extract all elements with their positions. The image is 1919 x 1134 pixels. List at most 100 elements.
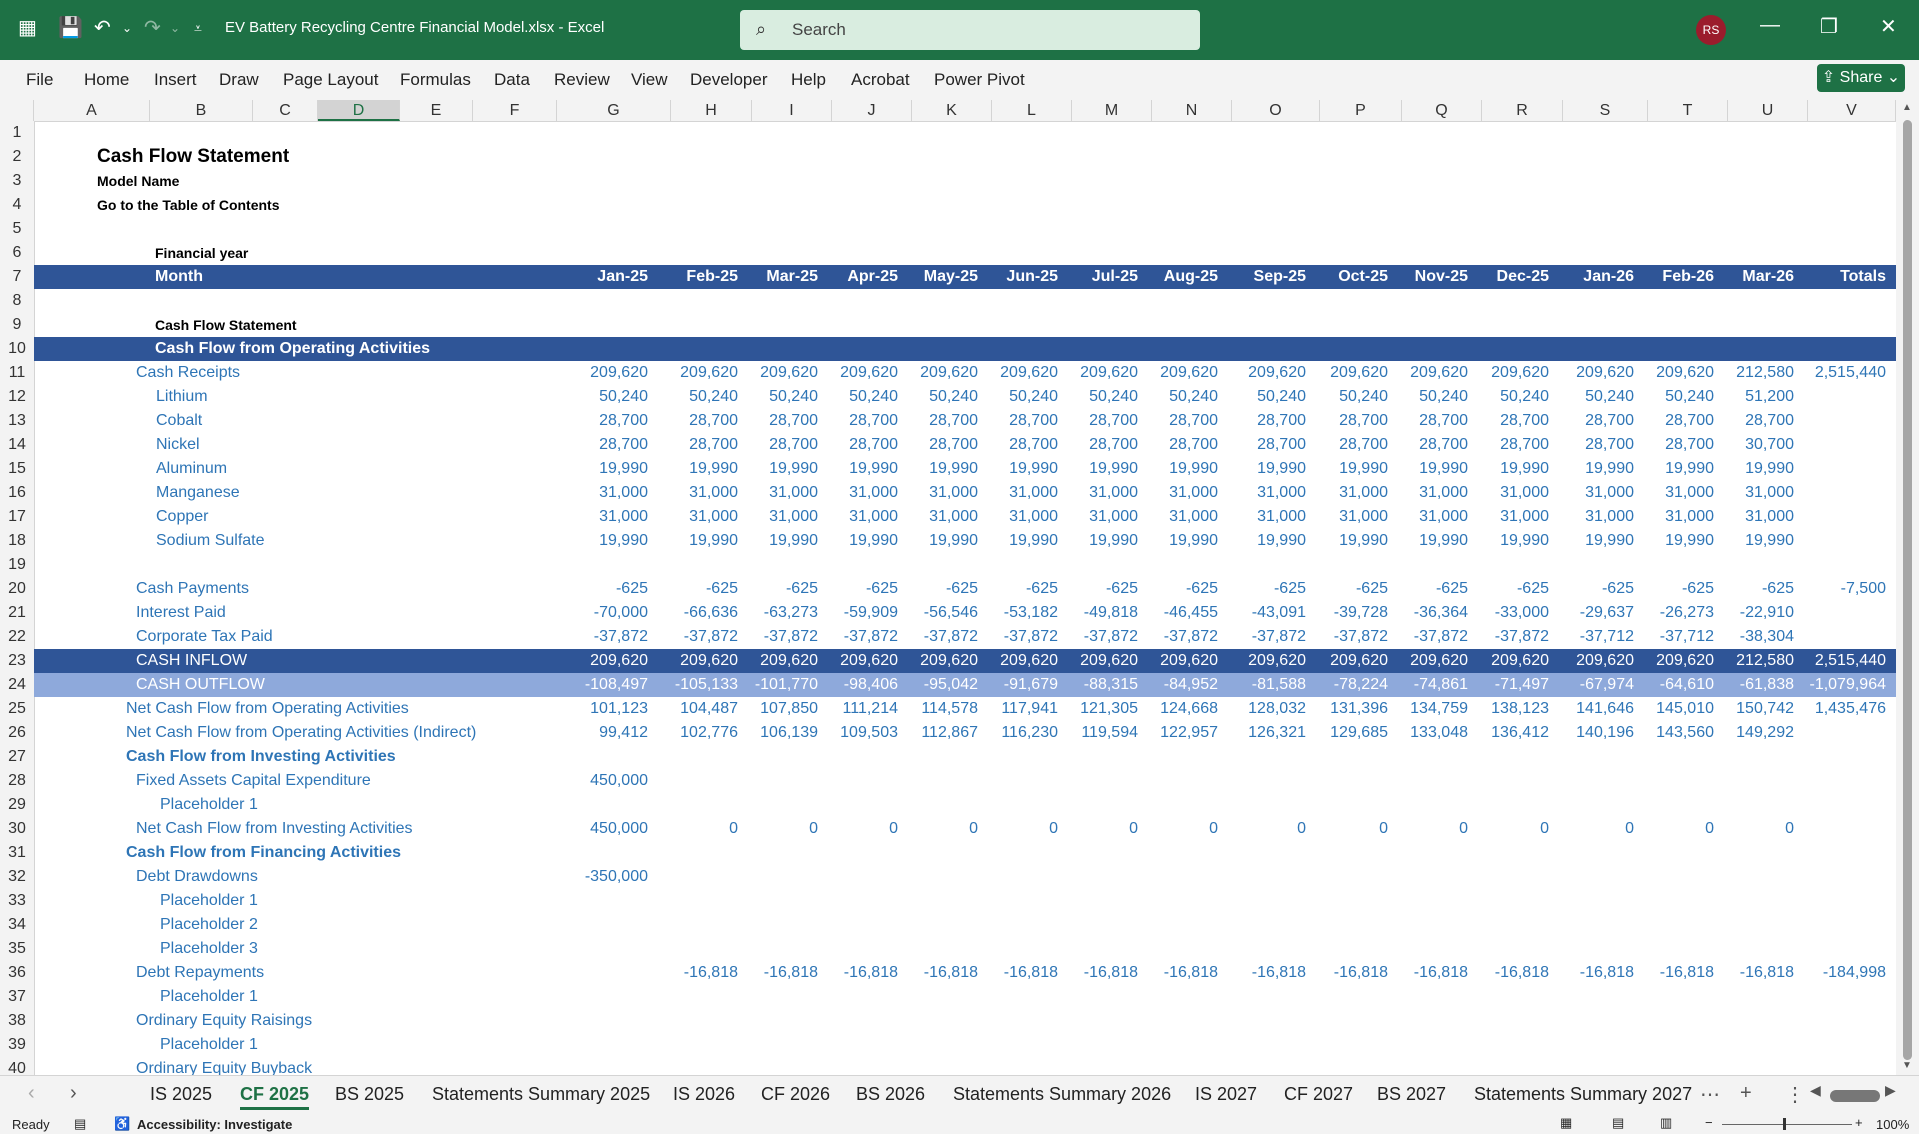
column-header[interactable]: P bbox=[1320, 100, 1402, 121]
value-cell[interactable]: 209,620 bbox=[920, 364, 978, 381]
value-cell[interactable]: 31,000 bbox=[929, 508, 978, 525]
value-cell[interactable] bbox=[648, 553, 738, 577]
row-header[interactable]: 18 bbox=[8, 532, 26, 549]
row-label[interactable]: Placeholder 3 bbox=[160, 940, 258, 957]
value-cell[interactable]: 31,000 bbox=[849, 508, 898, 525]
column-header[interactable]: L bbox=[992, 100, 1072, 121]
value-cell[interactable]: 50,240 bbox=[1665, 388, 1714, 405]
row-header[interactable]: 39 bbox=[8, 1036, 26, 1053]
value-cell[interactable]: -350,000 bbox=[584, 868, 648, 885]
row-header[interactable]: 11 bbox=[8, 364, 26, 381]
value-cell[interactable]: 31,000 bbox=[1009, 508, 1058, 525]
value-cell[interactable] bbox=[888, 553, 978, 577]
row-header[interactable]: 26 bbox=[8, 724, 26, 741]
value-cell[interactable]: -625 bbox=[1681, 580, 1714, 597]
row-label[interactable]: Fixed Assets Capital Expenditure bbox=[136, 772, 371, 789]
value-cell[interactable]: 50,240 bbox=[769, 388, 818, 405]
value-cell[interactable]: 138,123 bbox=[1491, 700, 1549, 717]
row-header[interactable]: 15 bbox=[8, 460, 26, 477]
value-cell[interactable]: -625 bbox=[785, 580, 818, 597]
value-cell[interactable] bbox=[1796, 457, 1886, 481]
column-header[interactable]: G bbox=[557, 100, 671, 121]
value-cell[interactable] bbox=[1544, 769, 1634, 793]
column-header[interactable]: S bbox=[1563, 100, 1648, 121]
value-cell[interactable]: -625 bbox=[865, 580, 898, 597]
value-cell[interactable]: -59,909 bbox=[843, 604, 898, 621]
row-label[interactable]: Interest Paid bbox=[136, 604, 226, 621]
row-label[interactable]: Ordinary Equity Raisings bbox=[136, 1012, 313, 1029]
column-header[interactable]: F bbox=[473, 100, 557, 121]
value-cell[interactable] bbox=[1796, 409, 1886, 433]
row-label[interactable]: Placeholder 1 bbox=[160, 1036, 258, 1053]
value-cell[interactable]: 19,990 bbox=[1169, 460, 1218, 477]
value-cell[interactable]: -16,818 bbox=[1659, 964, 1714, 981]
row-label[interactable]: Nickel bbox=[156, 436, 200, 453]
value-cell[interactable] bbox=[1048, 553, 1138, 577]
value-cell[interactable]: 0 bbox=[969, 820, 978, 837]
value-cell[interactable]: 19,990 bbox=[929, 532, 978, 549]
value-cell[interactable]: 28,700 bbox=[1339, 436, 1388, 453]
value-cell[interactable] bbox=[1459, 865, 1549, 889]
value-cell[interactable]: -91,679 bbox=[1003, 676, 1058, 693]
value-cell[interactable]: 31,000 bbox=[929, 484, 978, 501]
column-header[interactable]: N bbox=[1152, 100, 1232, 121]
value-cell[interactable] bbox=[888, 769, 978, 793]
value-cell[interactable]: 31,000 bbox=[689, 484, 738, 501]
row-header[interactable]: 36 bbox=[8, 964, 26, 981]
minimize-icon[interactable]: — bbox=[1760, 14, 1780, 36]
month-header-cell[interactable]: Mar-25 bbox=[766, 268, 818, 285]
value-cell[interactable]: 28,700 bbox=[1585, 412, 1634, 429]
value-cell[interactable]: 19,990 bbox=[849, 532, 898, 549]
value-cell[interactable]: 31,000 bbox=[1169, 484, 1218, 501]
sheet-tab[interactable]: CF 2027 bbox=[1284, 1084, 1354, 1104]
value-cell[interactable]: 209,620 bbox=[1080, 652, 1138, 669]
value-cell[interactable]: -56,546 bbox=[923, 604, 978, 621]
tab-scroll-right-icon[interactable]: › bbox=[70, 1082, 77, 1104]
value-cell[interactable]: 19,990 bbox=[1339, 460, 1388, 477]
value-cell[interactable]: 109,503 bbox=[840, 724, 898, 741]
value-cell[interactable]: 19,990 bbox=[1745, 532, 1794, 549]
sheet-tab[interactable]: Statements Summary 2027 bbox=[1474, 1084, 1693, 1104]
row-header[interactable]: 20 bbox=[8, 580, 26, 597]
value-cell[interactable]: -625 bbox=[1273, 580, 1306, 597]
value-cell[interactable]: 19,990 bbox=[769, 532, 818, 549]
column-header[interactable]: H bbox=[671, 100, 752, 121]
value-cell[interactable]: 209,620 bbox=[1410, 652, 1468, 669]
value-cell[interactable]: 19,990 bbox=[1089, 460, 1138, 477]
row-header[interactable]: 5 bbox=[12, 220, 22, 237]
value-cell[interactable]: 149,292 bbox=[1736, 724, 1794, 741]
value-cell[interactable]: -37,712 bbox=[1659, 628, 1714, 645]
add-sheet-icon[interactable]: + bbox=[1740, 1082, 1752, 1104]
value-cell[interactable]: 114,578 bbox=[921, 700, 978, 717]
value-cell[interactable]: -63,273 bbox=[763, 604, 818, 621]
value-cell[interactable] bbox=[1796, 385, 1886, 409]
value-cell[interactable]: 141,646 bbox=[1576, 700, 1634, 717]
value-cell[interactable]: 19,990 bbox=[1419, 460, 1468, 477]
value-cell[interactable]: 19,990 bbox=[1665, 532, 1714, 549]
value-cell[interactable]: -37,872 bbox=[1003, 628, 1058, 645]
value-cell[interactable]: 28,700 bbox=[689, 412, 738, 429]
value-cell[interactable]: -625 bbox=[1516, 580, 1549, 597]
value-cell[interactable]: 209,620 bbox=[1576, 364, 1634, 381]
value-cell[interactable]: 128,032 bbox=[1248, 700, 1306, 717]
value-cell[interactable]: 143,560 bbox=[1656, 724, 1714, 741]
value-cell[interactable]: 31,000 bbox=[1745, 484, 1794, 501]
value-cell[interactable]: -88,315 bbox=[1083, 676, 1138, 693]
row-header[interactable]: 21 bbox=[8, 604, 26, 621]
value-cell[interactable] bbox=[728, 553, 818, 577]
value-cell[interactable] bbox=[1216, 553, 1306, 577]
value-cell[interactable]: 31,000 bbox=[1169, 508, 1218, 525]
value-cell[interactable]: 209,620 bbox=[1491, 652, 1549, 669]
close-icon[interactable]: ✕ bbox=[1880, 16, 1897, 38]
value-cell[interactable]: 31,000 bbox=[769, 508, 818, 525]
month-header-cell[interactable]: Jan-26 bbox=[1583, 268, 1634, 285]
value-cell[interactable]: 28,700 bbox=[1009, 436, 1058, 453]
value-cell[interactable] bbox=[1796, 433, 1886, 457]
column-header[interactable]: U bbox=[1728, 100, 1808, 121]
value-cell[interactable]: 28,700 bbox=[1665, 436, 1714, 453]
value-cell[interactable]: 209,620 bbox=[1410, 364, 1468, 381]
value-cell[interactable]: -16,818 bbox=[1739, 964, 1794, 981]
value-cell[interactable]: -16,818 bbox=[1251, 964, 1306, 981]
month-header-cell[interactable]: Sep-25 bbox=[1253, 268, 1306, 285]
ribbon-menu-item[interactable]: Page Layout bbox=[283, 70, 379, 89]
